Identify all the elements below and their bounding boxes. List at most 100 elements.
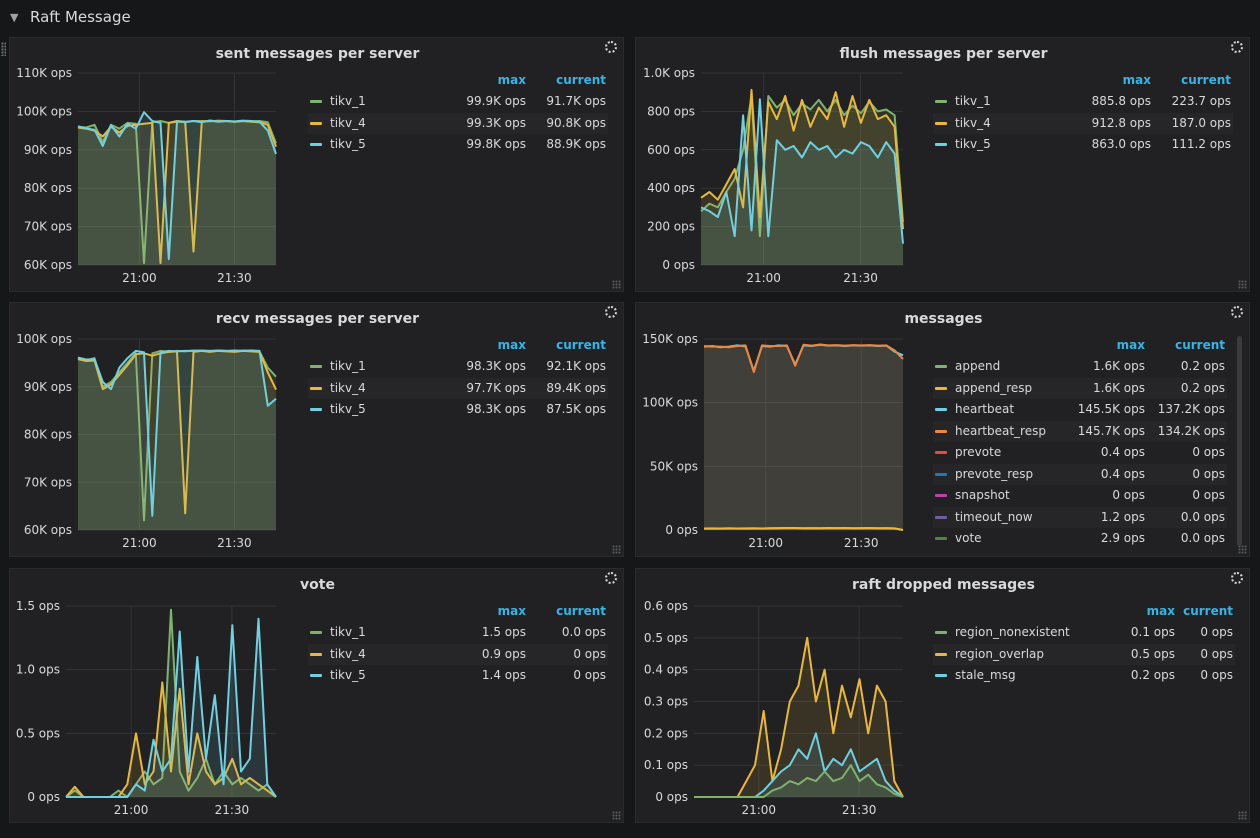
panel-title[interactable]: sent messages per server — [215, 46, 420, 62]
legend-row[interactable]: tikv_4 912.8 ops 187.0 ops — [933, 112, 1233, 134]
legend-header-max[interactable]: max — [497, 338, 526, 352]
row-header[interactable]: ▼ Raft Message — [0, 0, 1260, 34]
legend-header-current[interactable]: current — [1183, 604, 1233, 618]
legend-header-current[interactable]: current — [1175, 338, 1225, 352]
legend-row[interactable]: tikv_1 99.9K ops 91.7K ops — [308, 91, 608, 113]
legend-series-name[interactable]: append — [955, 359, 1001, 373]
resize-handle-icon[interactable] — [612, 811, 621, 820]
series-line-tikv_5[interactable] — [700, 98, 904, 244]
legend-row[interactable]: region_overlap 0.5 ops 0 ops — [933, 643, 1235, 665]
legend-row[interactable]: stale_msg 0.2 ops 0 ops — [933, 665, 1235, 687]
panel-5[interactable]: raft dropped messages — [635, 568, 1250, 823]
chart-plot[interactable]: 0 ops 50K ops 100K ops 150K ops 21:00 21:30 — [642, 332, 904, 550]
legend-swatch[interactable] — [935, 652, 947, 656]
legend-row[interactable]: timeout_now 1.2 ops 0.0 ops — [933, 506, 1227, 528]
legend-row[interactable]: tikv_5 99.8K ops 88.9K ops — [308, 134, 608, 156]
legend-swatch[interactable] — [935, 386, 947, 390]
resize-handle-icon[interactable] — [1238, 280, 1247, 289]
series-line-tikv_5[interactable] — [66, 617, 277, 798]
legend-row[interactable]: snapshot 0 ops 0 ops — [933, 485, 1227, 507]
legend-row[interactable]: tikv_4 99.3K ops 90.8K ops — [308, 112, 608, 134]
legend-swatch[interactable] — [935, 515, 947, 519]
legend-series-name[interactable]: prevote — [955, 445, 1002, 459]
legend-header-max[interactable]: max — [1116, 338, 1145, 352]
panel-title[interactable]: vote — [300, 577, 335, 593]
panel-0[interactable]: sent messages per server — [9, 37, 624, 292]
legend-swatch[interactable] — [935, 408, 947, 411]
legend-header-current[interactable]: current — [556, 73, 606, 87]
legend-header-max[interactable]: max — [1146, 604, 1175, 618]
chevron-down-icon[interactable]: ▼ — [10, 10, 19, 24]
legend-swatch[interactable] — [310, 121, 322, 125]
legend-row[interactable]: region_nonexistent 0.1 ops 0 ops — [933, 622, 1235, 644]
legend-series-name[interactable]: timeout_now — [955, 509, 1033, 524]
legend-row[interactable]: append_resp 1.6K ops 0.2 ops — [933, 377, 1227, 399]
legend-series-name[interactable]: tikv_5 — [330, 137, 366, 151]
legend-row[interactable]: tikv_1 98.3K ops 92.1K ops — [308, 356, 608, 378]
legend-header-max[interactable]: max — [497, 73, 526, 87]
chart-plot[interactable]: 60K ops 70K ops 80K ops 90K ops 100K ops 110K… — [16, 66, 277, 285]
chart-plot[interactable]: 60K ops 70K ops 80K ops 90K ops 100K ops 21:0… — [16, 332, 277, 550]
legend-row[interactable]: append 1.6K ops 0.2 ops — [933, 356, 1227, 378]
legend-header-max[interactable]: max — [497, 604, 526, 618]
legend-series-name[interactable]: tikv_4 — [330, 646, 366, 661]
legend-swatch[interactable] — [310, 143, 322, 146]
panel-title[interactable]: messages — [904, 311, 983, 327]
legend-header-max[interactable]: max — [1122, 73, 1151, 87]
legend-swatch[interactable] — [310, 100, 322, 103]
legend-series-name[interactable]: tikv_1 — [955, 94, 991, 108]
legend-swatch[interactable] — [935, 365, 947, 368]
legend-series-name[interactable]: append_resp — [955, 380, 1033, 395]
legend-row[interactable]: tikv_4 0.9 ops 0 ops — [308, 643, 608, 665]
legend-swatch[interactable] — [935, 451, 947, 454]
legend-series-name[interactable]: tikv_4 — [955, 115, 991, 130]
legend-row[interactable]: prevote_resp 0.4 ops 0 ops — [933, 463, 1227, 485]
chart-plot[interactable]: 0 ops 0.5 ops 1.0 ops 1.5 ops 21:00 21:30 — [16, 599, 277, 817]
legend-series-name[interactable]: tikv_1 — [330, 625, 366, 639]
legend-series-name[interactable]: heartbeat_resp — [955, 423, 1046, 438]
legend-swatch[interactable] — [310, 631, 322, 634]
legend-series-name[interactable]: stale_msg — [955, 668, 1016, 682]
legend-swatch[interactable] — [935, 631, 947, 634]
legend-row[interactable]: vote 2.9 ops 0.0 ops — [933, 528, 1227, 550]
legend-series-name[interactable]: region_overlap — [955, 646, 1045, 661]
legend-swatch[interactable] — [935, 143, 947, 146]
legend-header-current[interactable]: current — [1181, 73, 1231, 87]
legend-swatch[interactable] — [935, 494, 947, 497]
legend-row[interactable]: tikv_1 885.8 ops 223.7 ops — [933, 91, 1233, 113]
legend-swatch[interactable] — [310, 365, 322, 368]
panel-1[interactable]: flush messages per server — [635, 37, 1250, 292]
legend-header-current[interactable]: current — [556, 604, 606, 618]
legend-swatch[interactable] — [310, 674, 322, 677]
legend-swatch[interactable] — [935, 100, 947, 103]
legend-series-name[interactable]: tikv_1 — [330, 94, 366, 108]
series-line-tikv_4[interactable] — [700, 88, 904, 230]
legend-series-name[interactable]: snapshot — [955, 488, 1010, 502]
legend-series-name[interactable]: region_nonexistent — [955, 625, 1070, 639]
panel-title[interactable]: recv messages per server — [215, 311, 420, 327]
legend-swatch[interactable] — [935, 429, 947, 433]
panel-title[interactable]: raft dropped messages — [851, 577, 1036, 593]
series-line-tikv_5[interactable] — [77, 111, 277, 261]
legend-row[interactable]: tikv_5 863.0 ops 111.2 ops — [933, 134, 1233, 156]
legend-series-name[interactable]: tikv_4 — [330, 115, 366, 130]
resize-handle-icon[interactable] — [612, 545, 621, 554]
legend-swatch[interactable] — [310, 652, 322, 656]
panel-title[interactable]: flush messages per server — [839, 46, 1048, 62]
legend-swatch[interactable] — [935, 121, 947, 125]
chart-plot[interactable]: 0 ops 0.1 ops 0.2 ops 0.3 ops 0.4 ops 0.5 ops… — [644, 599, 904, 817]
legend-row[interactable]: tikv_1 1.5 ops 0.0 ops — [308, 622, 608, 644]
series-line-tikv_5[interactable] — [77, 349, 277, 517]
legend-swatch[interactable] — [310, 386, 322, 390]
legend-series-name[interactable]: tikv_5 — [330, 402, 366, 416]
legend-series-name[interactable]: tikv_5 — [955, 137, 991, 151]
legend-scrollbar[interactable] — [1237, 336, 1242, 546]
resize-handle-icon[interactable] — [612, 280, 621, 289]
resize-handle-icon[interactable] — [1238, 811, 1247, 820]
legend-swatch[interactable] — [935, 674, 947, 677]
chart-plot[interactable]: 0 ops 200 ops 400 ops 600 ops 800 ops 1.0K op… — [643, 66, 904, 285]
series-line-append_resp[interactable] — [703, 527, 904, 531]
legend-series-name[interactable]: tikv_4 — [330, 380, 366, 395]
panel-4[interactable]: vote — [9, 568, 624, 823]
legend-series-name[interactable]: tikv_1 — [330, 359, 366, 373]
